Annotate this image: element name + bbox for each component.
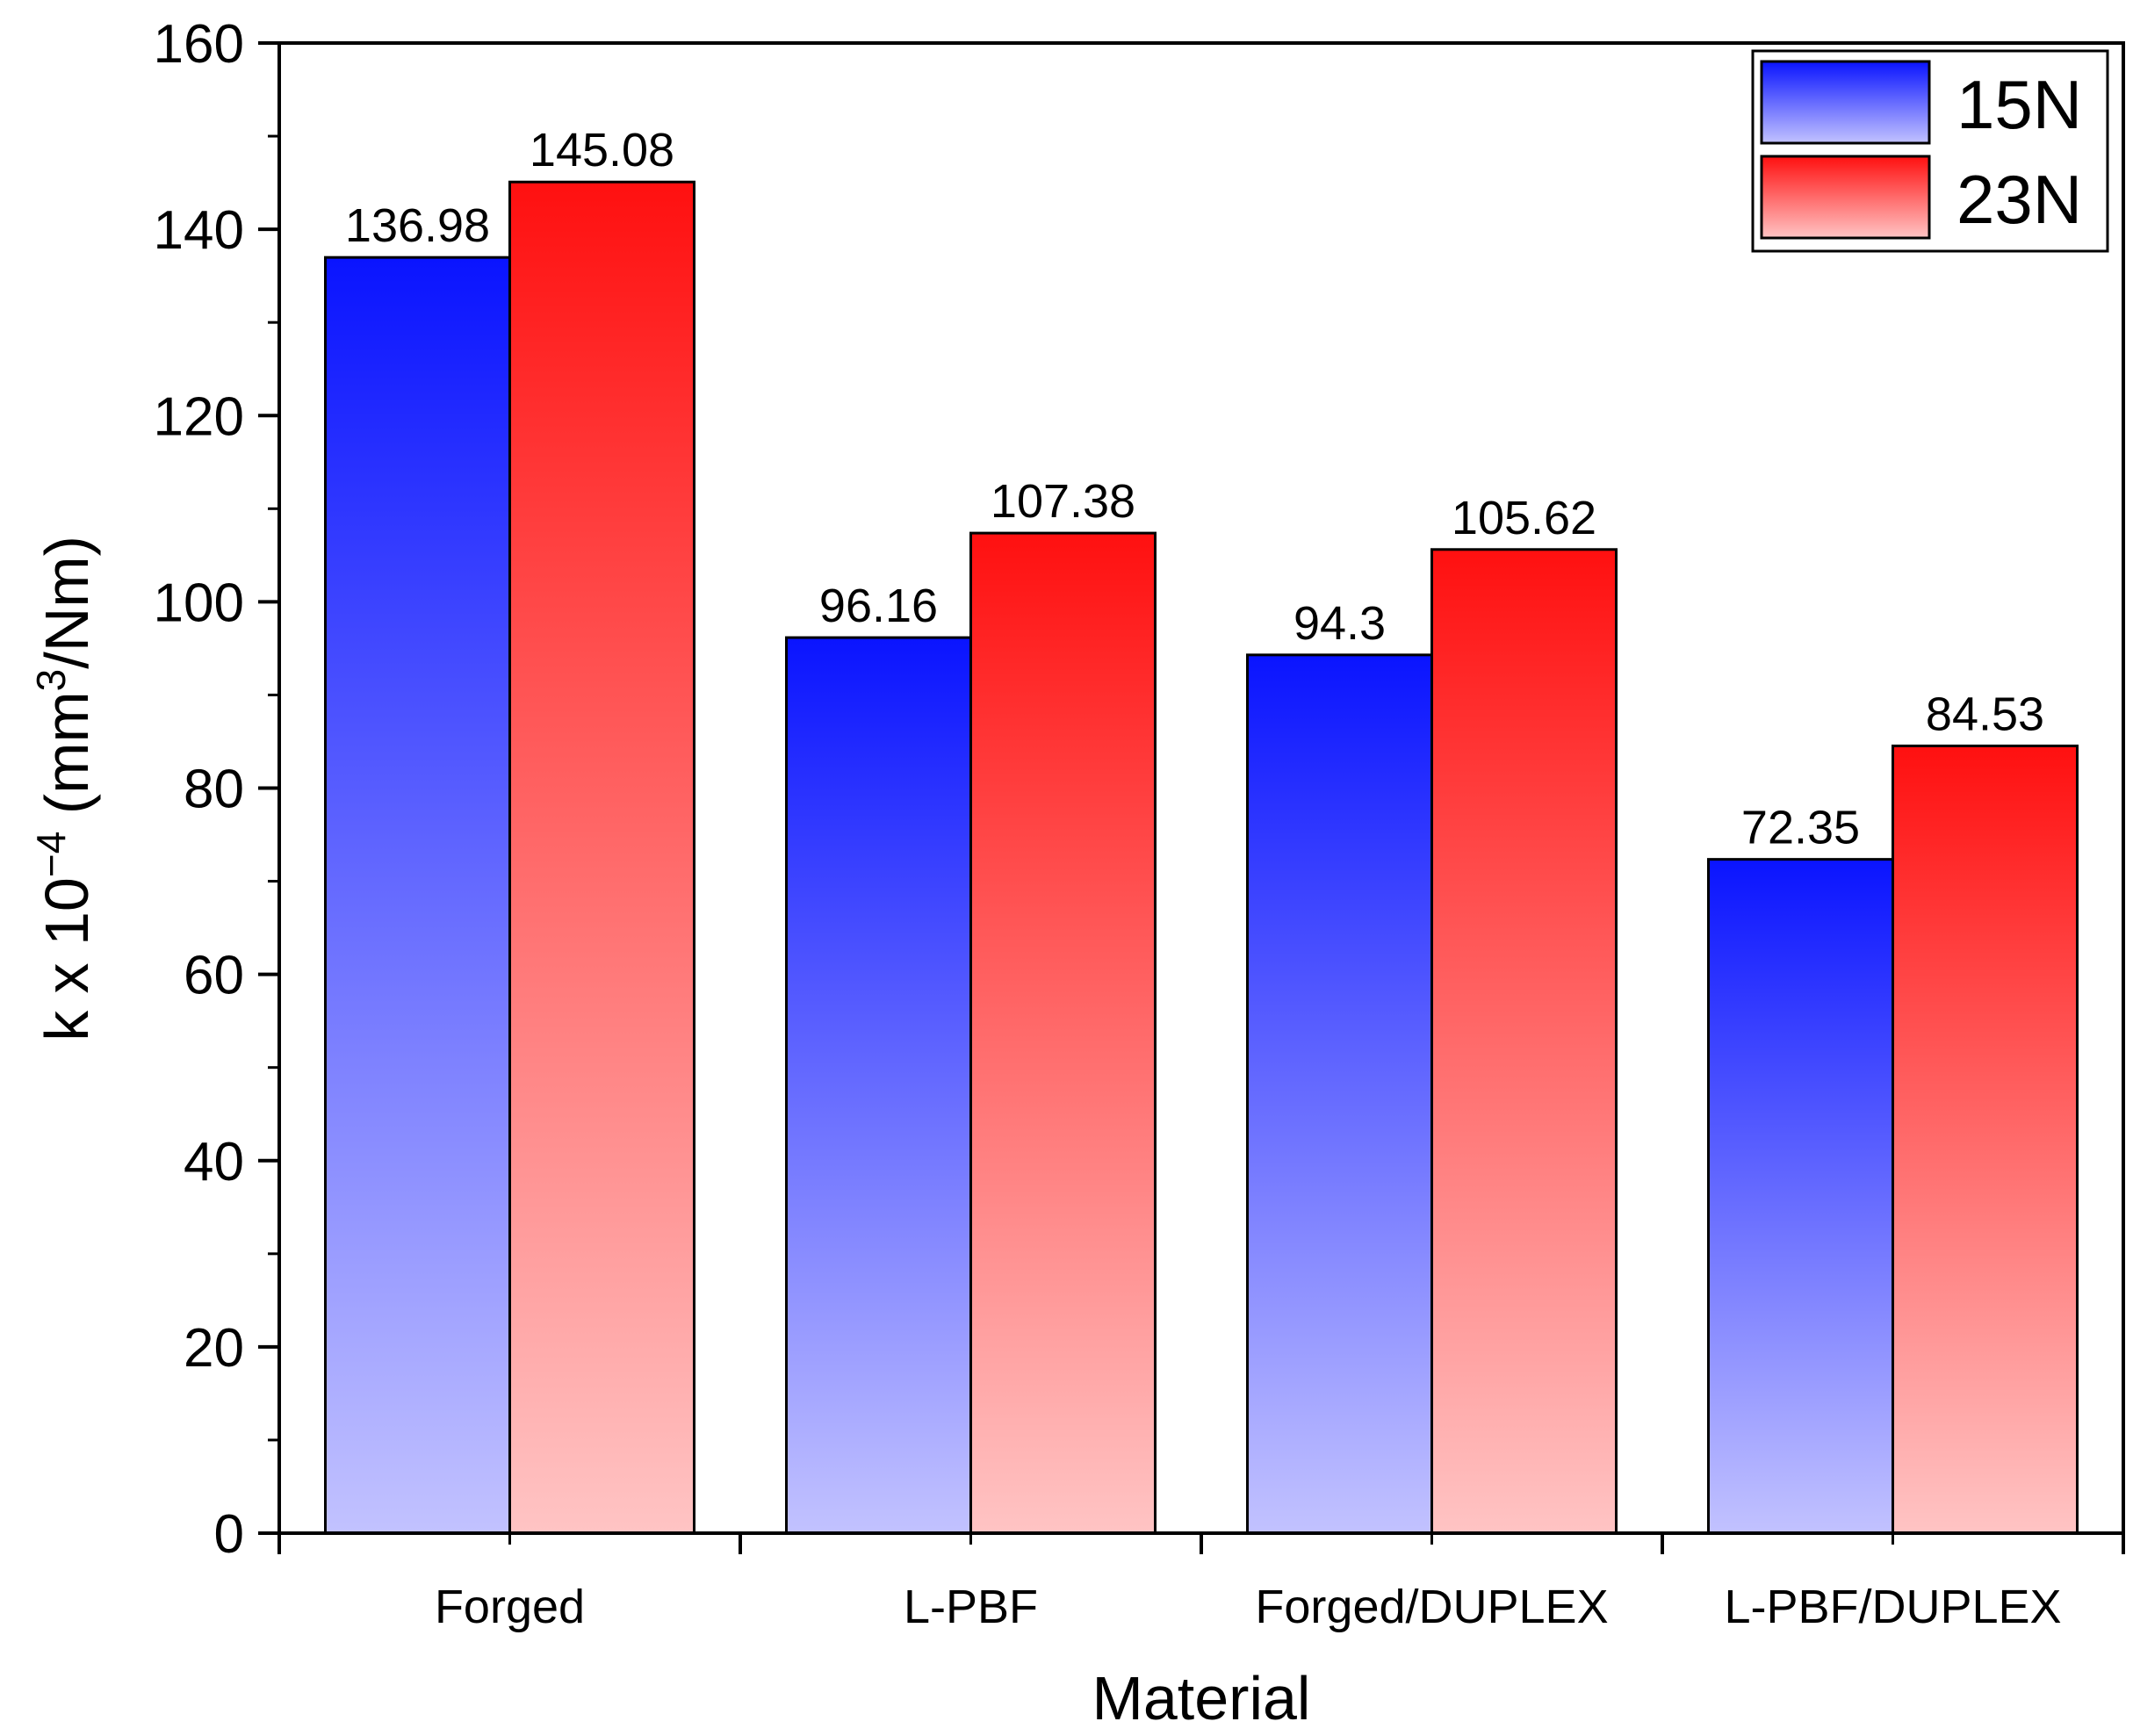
bar-23N-Forged (508, 180, 695, 1535)
bars-layer (324, 180, 2079, 1535)
value-label: 136.98 (345, 199, 490, 252)
y-axis-title-units: (mm (32, 691, 101, 831)
x-axis-ticks: Forged L-PBF Forged/DUPLEX L-PBF/DUPLEX (277, 1533, 2125, 1633)
y-tick-label: 140 (154, 200, 244, 261)
y-axis-title-units-exponent: 3 (28, 669, 74, 692)
x-axis-title: Material (1092, 1664, 1311, 1732)
value-label: 84.53 (1926, 688, 2044, 740)
value-label: 96.16 (819, 580, 938, 632)
y-tick-label: 0 (214, 1504, 244, 1565)
bar-23N-L-PBF (969, 531, 1157, 1535)
legend-swatch-23N (1760, 155, 1931, 240)
bar-15N-L-PBF/DUPLEX (1707, 858, 1894, 1535)
value-label: 72.35 (1741, 802, 1860, 854)
value-labels: 136.98 96.16 94.3 72.35 145.08 107.38 105.62 84… (345, 124, 2044, 854)
x-tick-label: Forged (435, 1581, 585, 1633)
bar-23N-L-PBF/DUPLEX (1892, 744, 2079, 1535)
bar-15N-L-PBF (785, 636, 972, 1535)
y-axis-title: k x 10−4 (mm3/Nm) (28, 536, 101, 1041)
value-label: 107.38 (991, 475, 1135, 528)
y-tick-label: 60 (184, 946, 244, 1006)
y-axis-ticks: 0 20 40 60 80 100 120 140 160 (154, 14, 279, 1565)
legend-label-23N: 23N (1956, 161, 2082, 238)
y-tick-label: 40 (184, 1132, 244, 1192)
y-tick-label: 160 (154, 14, 244, 75)
y-axis-title-main: k x 10 (32, 877, 101, 1041)
y-axis-title-units-close: /Nm) (32, 536, 101, 669)
bar-15N-Forged (324, 256, 511, 1535)
y-tick-label: 80 (184, 760, 244, 820)
legend-label-15N: 15N (1956, 66, 2082, 143)
legend-swatch-15N (1760, 60, 1931, 145)
legend: 15N 23N (1751, 49, 2109, 253)
bar-23N-Forged/DUPLEX (1430, 548, 1618, 1535)
y-tick-label: 120 (154, 386, 244, 447)
x-tick-label: Forged/DUPLEX (1255, 1581, 1608, 1633)
y-tick-label: 20 (184, 1318, 244, 1379)
bar-15N-Forged/DUPLEX (1246, 653, 1433, 1535)
value-label: 145.08 (530, 124, 674, 176)
y-tick-label: 100 (154, 573, 244, 633)
x-tick-label: L-PBF/DUPLEX (1724, 1581, 2061, 1633)
y-axis-title-exponent: −4 (28, 832, 74, 877)
value-label: 105.62 (1452, 492, 1596, 544)
x-tick-label: L-PBF (904, 1581, 1038, 1633)
value-label: 94.3 (1293, 597, 1386, 650)
